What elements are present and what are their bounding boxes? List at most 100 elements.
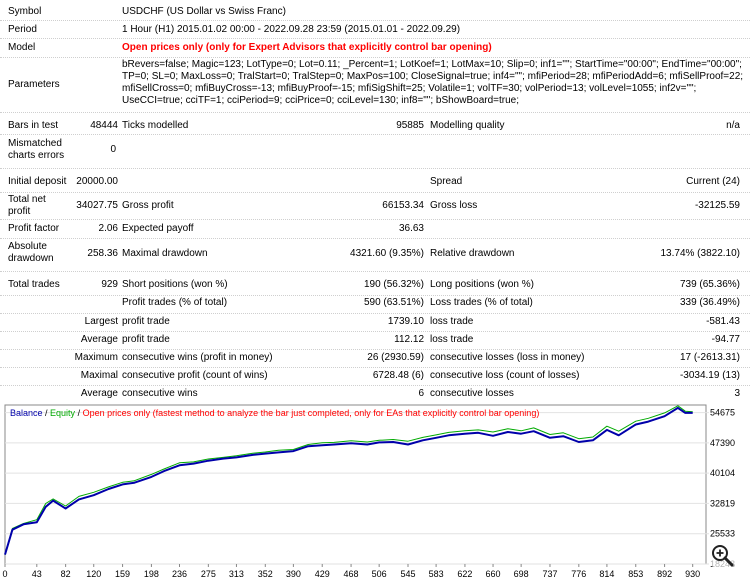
x-tick-label: 82 (61, 569, 71, 579)
lt-label: Loss trades (% of total) (430, 297, 533, 308)
netprofit-label-2: profit (8, 206, 31, 217)
parameters-value: bRevers=false; Magic=123; LotType=0; Lot… (122, 59, 744, 106)
long-value: 739 (65.36%) (679, 279, 740, 290)
pf-value: 2.06 (98, 223, 118, 234)
absdd-label-2: drawdown (8, 253, 54, 264)
spread-label: Spread (430, 176, 463, 187)
ap-value: 112.12 (394, 334, 424, 345)
absdd-value: 258.36 (87, 248, 118, 259)
x-tick-label: 660 (486, 569, 501, 579)
mclc-label: consecutive loss (count of losses) (430, 370, 580, 381)
mcl-label: consecutive losses (loss in money) (430, 352, 585, 363)
grossloss-value: -32125.59 (694, 200, 740, 211)
row-divider (0, 367, 750, 368)
deposit-label: Initial deposit (8, 176, 67, 187)
x-tick-label: 930 (685, 569, 700, 579)
mcw-label: consecutive wins (profit in money) (122, 352, 273, 363)
row-divider (0, 219, 750, 220)
average-label: Average (80, 334, 118, 345)
mismatch-label-1: Mismatched (8, 138, 62, 149)
chart-legend: Balance / Equity / Open prices only (fas… (10, 408, 539, 419)
deposit-value: 20000.00 (76, 176, 118, 187)
lt-value: 339 (36.49%) (679, 297, 740, 308)
x-tick-label: 814 (599, 569, 614, 579)
lp-value: 1739.10 (387, 316, 424, 327)
legend-equity: Equity (50, 408, 76, 418)
legend-sep: / (75, 408, 83, 418)
mcl-value: 17 (-2613.31) (679, 352, 740, 363)
y-tick-label: 54675 (710, 408, 735, 418)
absdd-label-1: Absolute (8, 241, 47, 252)
bars-label: Bars in test (8, 120, 59, 131)
mcp-label: consecutive profit (count of wins) (122, 370, 268, 381)
pt-value: 590 (63.51%) (363, 297, 424, 308)
mcw-value: 26 (2930.59) (367, 352, 424, 363)
row-divider (0, 134, 750, 135)
x-tick-label: 390 (286, 569, 301, 579)
netprofit-value: 34027.75 (76, 200, 118, 211)
grossprofit-label: Gross profit (122, 200, 174, 211)
ticks-label: Ticks modelled (122, 120, 189, 131)
balance-chart: 546754739040104328192553318248 043821201… (2, 404, 735, 579)
x-tick-label: 506 (372, 569, 387, 579)
symbol-value: USDCHF (US Dollar vs Swiss Franc) (122, 6, 286, 17)
x-tick-label: 737 (542, 569, 557, 579)
acw-label: consecutive wins (122, 388, 198, 399)
row-divider (0, 271, 750, 272)
row-divider (0, 168, 750, 169)
row-divider (0, 112, 750, 113)
reldd-value: 13.74% (3822.10) (660, 248, 740, 259)
maximal-label: Maximal (80, 370, 118, 381)
y-tick-label: 47390 (710, 438, 735, 448)
maxdd-label: Maximal drawdown (122, 248, 208, 259)
maximum-label: Maximum (74, 352, 118, 363)
acl-label: consecutive losses (430, 388, 514, 399)
row-divider (0, 38, 750, 39)
x-tick-label: 198 (144, 569, 159, 579)
short-label: Short positions (won %) (122, 279, 228, 290)
mismatch-label-2: charts errors (8, 150, 65, 161)
payoff-value: 36.63 (398, 223, 424, 234)
reldd-label: Relative drawdown (430, 248, 515, 259)
al-label: loss trade (430, 334, 474, 345)
ll-label: loss trade (430, 316, 474, 327)
spread-value: Current (24) (686, 176, 740, 187)
acw-value: 6 (418, 388, 424, 399)
row-divider (0, 313, 750, 314)
x-tick-label: 43 (32, 569, 42, 579)
symbol-label: Symbol (8, 6, 42, 17)
ll-value: -581.43 (706, 316, 740, 327)
row-divider (0, 238, 750, 239)
x-tick-label: 0 (2, 569, 7, 579)
row-divider (0, 192, 750, 193)
mcp-value: 6728.48 (6) (372, 370, 424, 381)
al-value: -94.77 (711, 334, 740, 345)
grossprofit-value: 66153.34 (382, 200, 424, 211)
bars-value: 48444 (90, 120, 118, 131)
legend-sep: / (42, 408, 51, 418)
period-value: 1 Hour (H1) 2015.01.02 00:00 - 2022.09.2… (122, 24, 461, 35)
row-divider (0, 20, 750, 21)
quality-value: n/a (726, 120, 740, 131)
model-label: Model (8, 42, 36, 53)
zoom-icon[interactable] (707, 540, 739, 572)
x-tick-label: 853 (628, 569, 643, 579)
row-divider (0, 57, 750, 58)
lp-label: profit trade (122, 316, 170, 327)
x-tick-label: 776 (571, 569, 586, 579)
y-tick-label: 40104 (710, 468, 735, 478)
pf-label: Profit factor (8, 223, 60, 234)
x-tick-label: 583 (429, 569, 444, 579)
x-tick-label: 698 (514, 569, 529, 579)
x-tick-label: 159 (115, 569, 130, 579)
trades-value: 929 (101, 279, 118, 290)
x-tick-label: 236 (172, 569, 187, 579)
x-tick-label: 429 (315, 569, 330, 579)
x-tick-label: 120 (86, 569, 101, 579)
row-divider (0, 349, 750, 350)
short-value: 190 (56.32%) (363, 279, 424, 290)
quality-label: Modelling quality (430, 120, 505, 131)
balance-series-line (4, 406, 693, 555)
ap-label: profit trade (122, 334, 170, 345)
period-label: Period (8, 24, 37, 35)
